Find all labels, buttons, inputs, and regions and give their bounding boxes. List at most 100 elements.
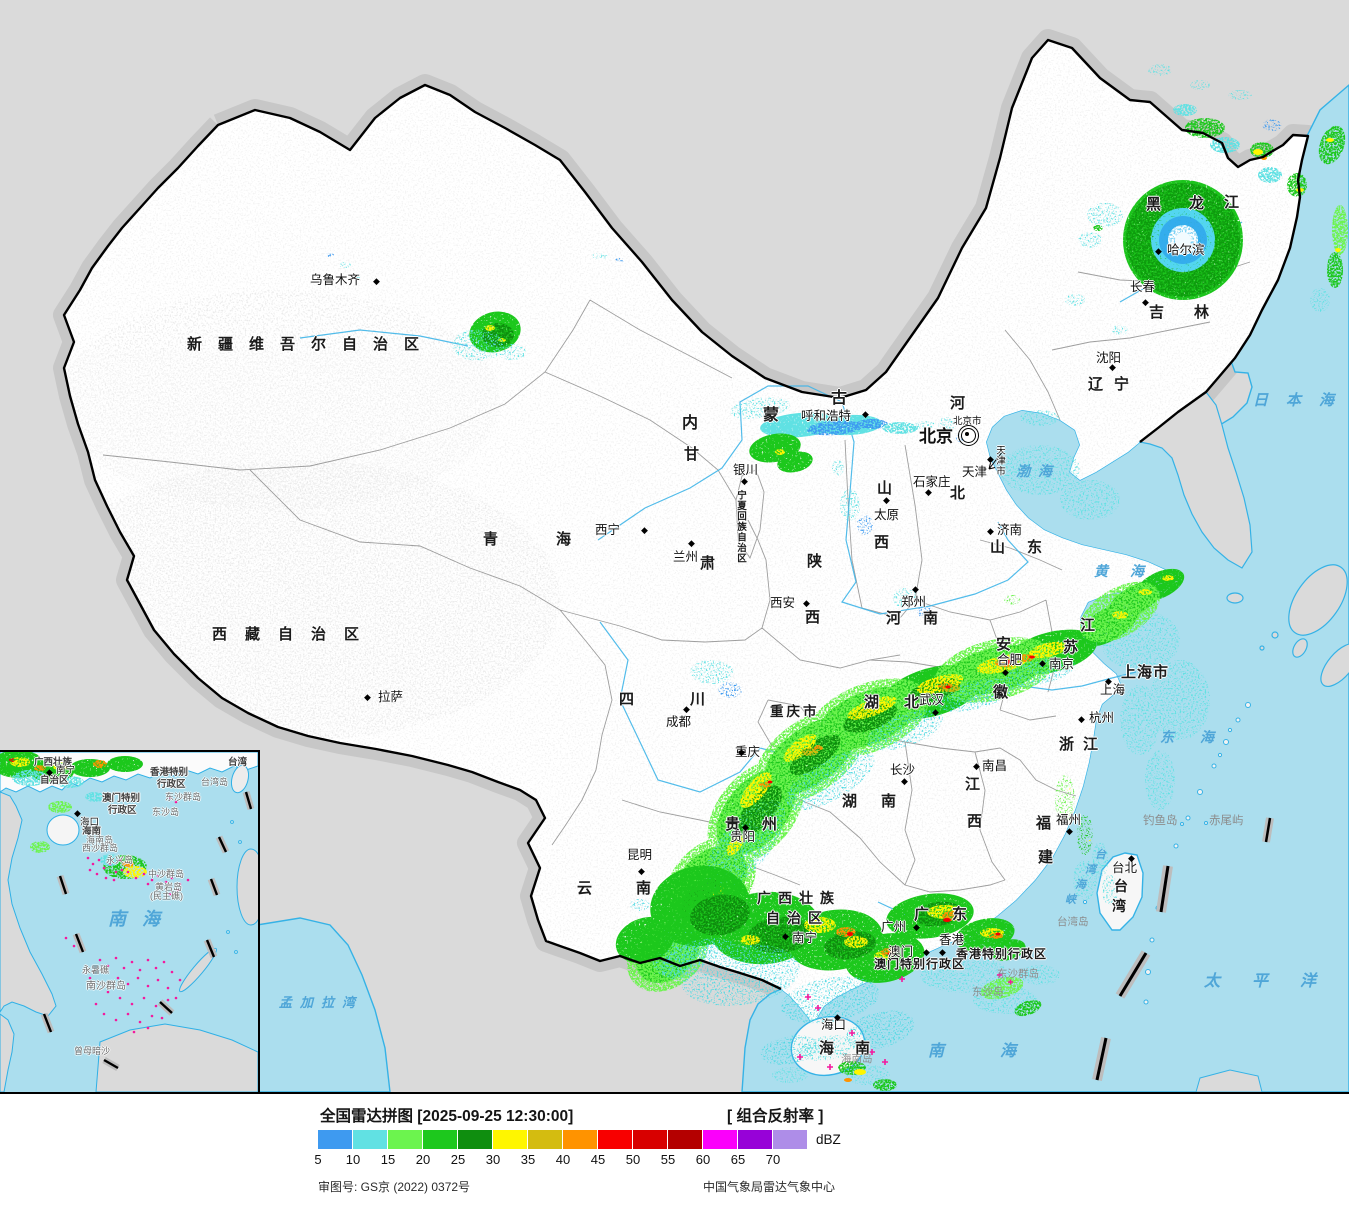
city-marker: ◆ (1128, 853, 1135, 863)
inset-label: 广西壮族 (34, 757, 73, 768)
city-marker: ◆ (742, 822, 749, 832)
city-marker: ◆ (373, 276, 380, 286)
city-marker: ◆ (1078, 714, 1085, 724)
map-label: 州 (762, 816, 778, 833)
scale-tick-15: 15 (380, 1152, 396, 1167)
map-label: 湖 (864, 694, 880, 711)
scale-block-25 (458, 1130, 492, 1149)
scale-tick-25: 25 (450, 1152, 466, 1167)
dbz-tick-labels: 5 10 15 20 25 30 35 40 45 50 55 60 65 70 (0, 1152, 1349, 1168)
scale-block-65 (738, 1130, 772, 1149)
inset-taiwan (230, 764, 250, 794)
map-label: 台湾岛 (1057, 916, 1089, 928)
inset-label: 海南岛 (86, 835, 114, 845)
map-label: 南海 (928, 1043, 1073, 1060)
map-label: 峡 (1065, 894, 1076, 906)
inset-luzon (236, 848, 258, 926)
map-label: 西 (805, 609, 821, 626)
city-marker: ◆ (74, 808, 81, 818)
map-label: 新疆维吾尔自治区 (187, 336, 436, 353)
basemap-svg (53, 29, 1349, 1092)
city-marker: ◆ (973, 761, 980, 771)
map-label: 青海 (483, 531, 630, 548)
inset-label: 海南 (82, 826, 102, 837)
scale-tick-20: 20 (415, 1152, 431, 1167)
map-label: 济南 (997, 523, 1023, 537)
inset-palawan (179, 947, 217, 993)
map-label: 北 (904, 694, 920, 711)
city-marker: ◆ (925, 487, 932, 497)
city-marker: ◆ (641, 525, 648, 535)
scale-block-20 (423, 1130, 457, 1149)
map-label: 天津 (962, 465, 988, 479)
scale-tick-35: 35 (520, 1152, 536, 1167)
map-label: 海口 (821, 1018, 847, 1032)
map-label: 徽 (993, 684, 1009, 701)
echo-guangdong (886, 893, 1042, 1017)
map-label: 西安 (770, 596, 796, 610)
map-label: 钓鱼岛 (1143, 815, 1178, 827)
map-label: 贵阳 (730, 830, 756, 844)
city-marker: ◆ (923, 947, 930, 957)
inset-nine-dash (40, 791, 255, 1072)
map-label: 福 (1036, 815, 1052, 832)
map-label: 河 (950, 395, 966, 412)
scale-tick-45: 45 (590, 1152, 606, 1167)
map-label: 南京 (1049, 657, 1075, 671)
map-label: 东沙群岛 (997, 968, 1039, 980)
map-label: 赤尾屿 (1209, 815, 1244, 827)
city-marker: ◆ (901, 776, 908, 786)
map-label: 兰州 (673, 550, 699, 564)
dbz-colorbar (318, 1130, 808, 1149)
japan-islands (1226, 564, 1349, 687)
map-label: 黑 (1146, 196, 1162, 213)
agency-credit: 中国气象局雷达气象中心 (703, 1180, 836, 1194)
inset-label: 南沙群岛 (86, 981, 126, 992)
map-label: 山东 (990, 539, 1065, 556)
city-marker: ◆ (46, 767, 53, 777)
map-label: 广东 (914, 906, 991, 923)
map-label: 西宁 (595, 523, 621, 537)
national-border (62, 38, 1310, 991)
scale-tick-65: 65 (730, 1152, 746, 1167)
map-label: 银川 (733, 463, 759, 477)
map-label: 澳门特别行政区 (874, 957, 966, 971)
city-marker: ◆ (1109, 362, 1116, 372)
map-label: 贵 (725, 816, 741, 833)
map-label: 河南 (886, 610, 961, 627)
map-label: 安 (996, 636, 1012, 653)
map-label: 重庆市 (770, 704, 820, 719)
inset-label: 自治区 (40, 775, 69, 786)
scale-block-15 (388, 1130, 422, 1149)
map-label: 江 (1224, 194, 1240, 211)
city-marker: ◆ (1155, 246, 1162, 256)
map-approval-number: 审图号: GS京 (2022) 0372号 (318, 1180, 471, 1194)
scale-block-70 (773, 1130, 807, 1149)
inset-label: 东沙群岛 (165, 792, 202, 802)
map-label: 武汉 (919, 693, 945, 707)
inset-label: 海口 (80, 817, 100, 828)
echo-fujian-coast (1055, 775, 1118, 905)
echo-northeast (1065, 64, 1348, 335)
city-marker: ◆ (987, 526, 994, 536)
city-marker: ◆ (1066, 826, 1073, 836)
map-label: 西 (967, 813, 983, 830)
map-label: 浙江 (1059, 736, 1108, 753)
scale-tick-70: 70 (765, 1152, 781, 1167)
inset-label: (民主礁) (150, 891, 183, 901)
city-marker: ◆ (638, 866, 645, 876)
city-marker: ◆ (1002, 667, 1009, 677)
south-china-sea-inset: 广西壮族 自治区 南宁 香港特别 行政区 澳门特别 行政区 台湾 台湾岛 东沙群岛 东沙岛 海口 海南海… (0, 750, 260, 1092)
legend-bar: 全国雷达拼图 [2025-09-25 12:30:00] [ 组合反射率 ] d… (0, 1092, 1349, 1208)
dbz-unit-label: dBZ (816, 1132, 841, 1147)
inset-label: 行政区 (108, 805, 137, 816)
map-label: 南宁 (792, 931, 818, 945)
echo-shanxi (690, 460, 1020, 698)
map-label: 南昌 (982, 759, 1008, 773)
city-marker: ◆ (939, 947, 946, 957)
map-label: 石家庄 (913, 475, 951, 489)
map-label: 长沙 (890, 763, 916, 777)
sea-bay-of-bengal (256, 917, 391, 1092)
map-label: 孟加拉湾 (279, 995, 364, 1010)
echo-neimenggu (730, 397, 1060, 473)
